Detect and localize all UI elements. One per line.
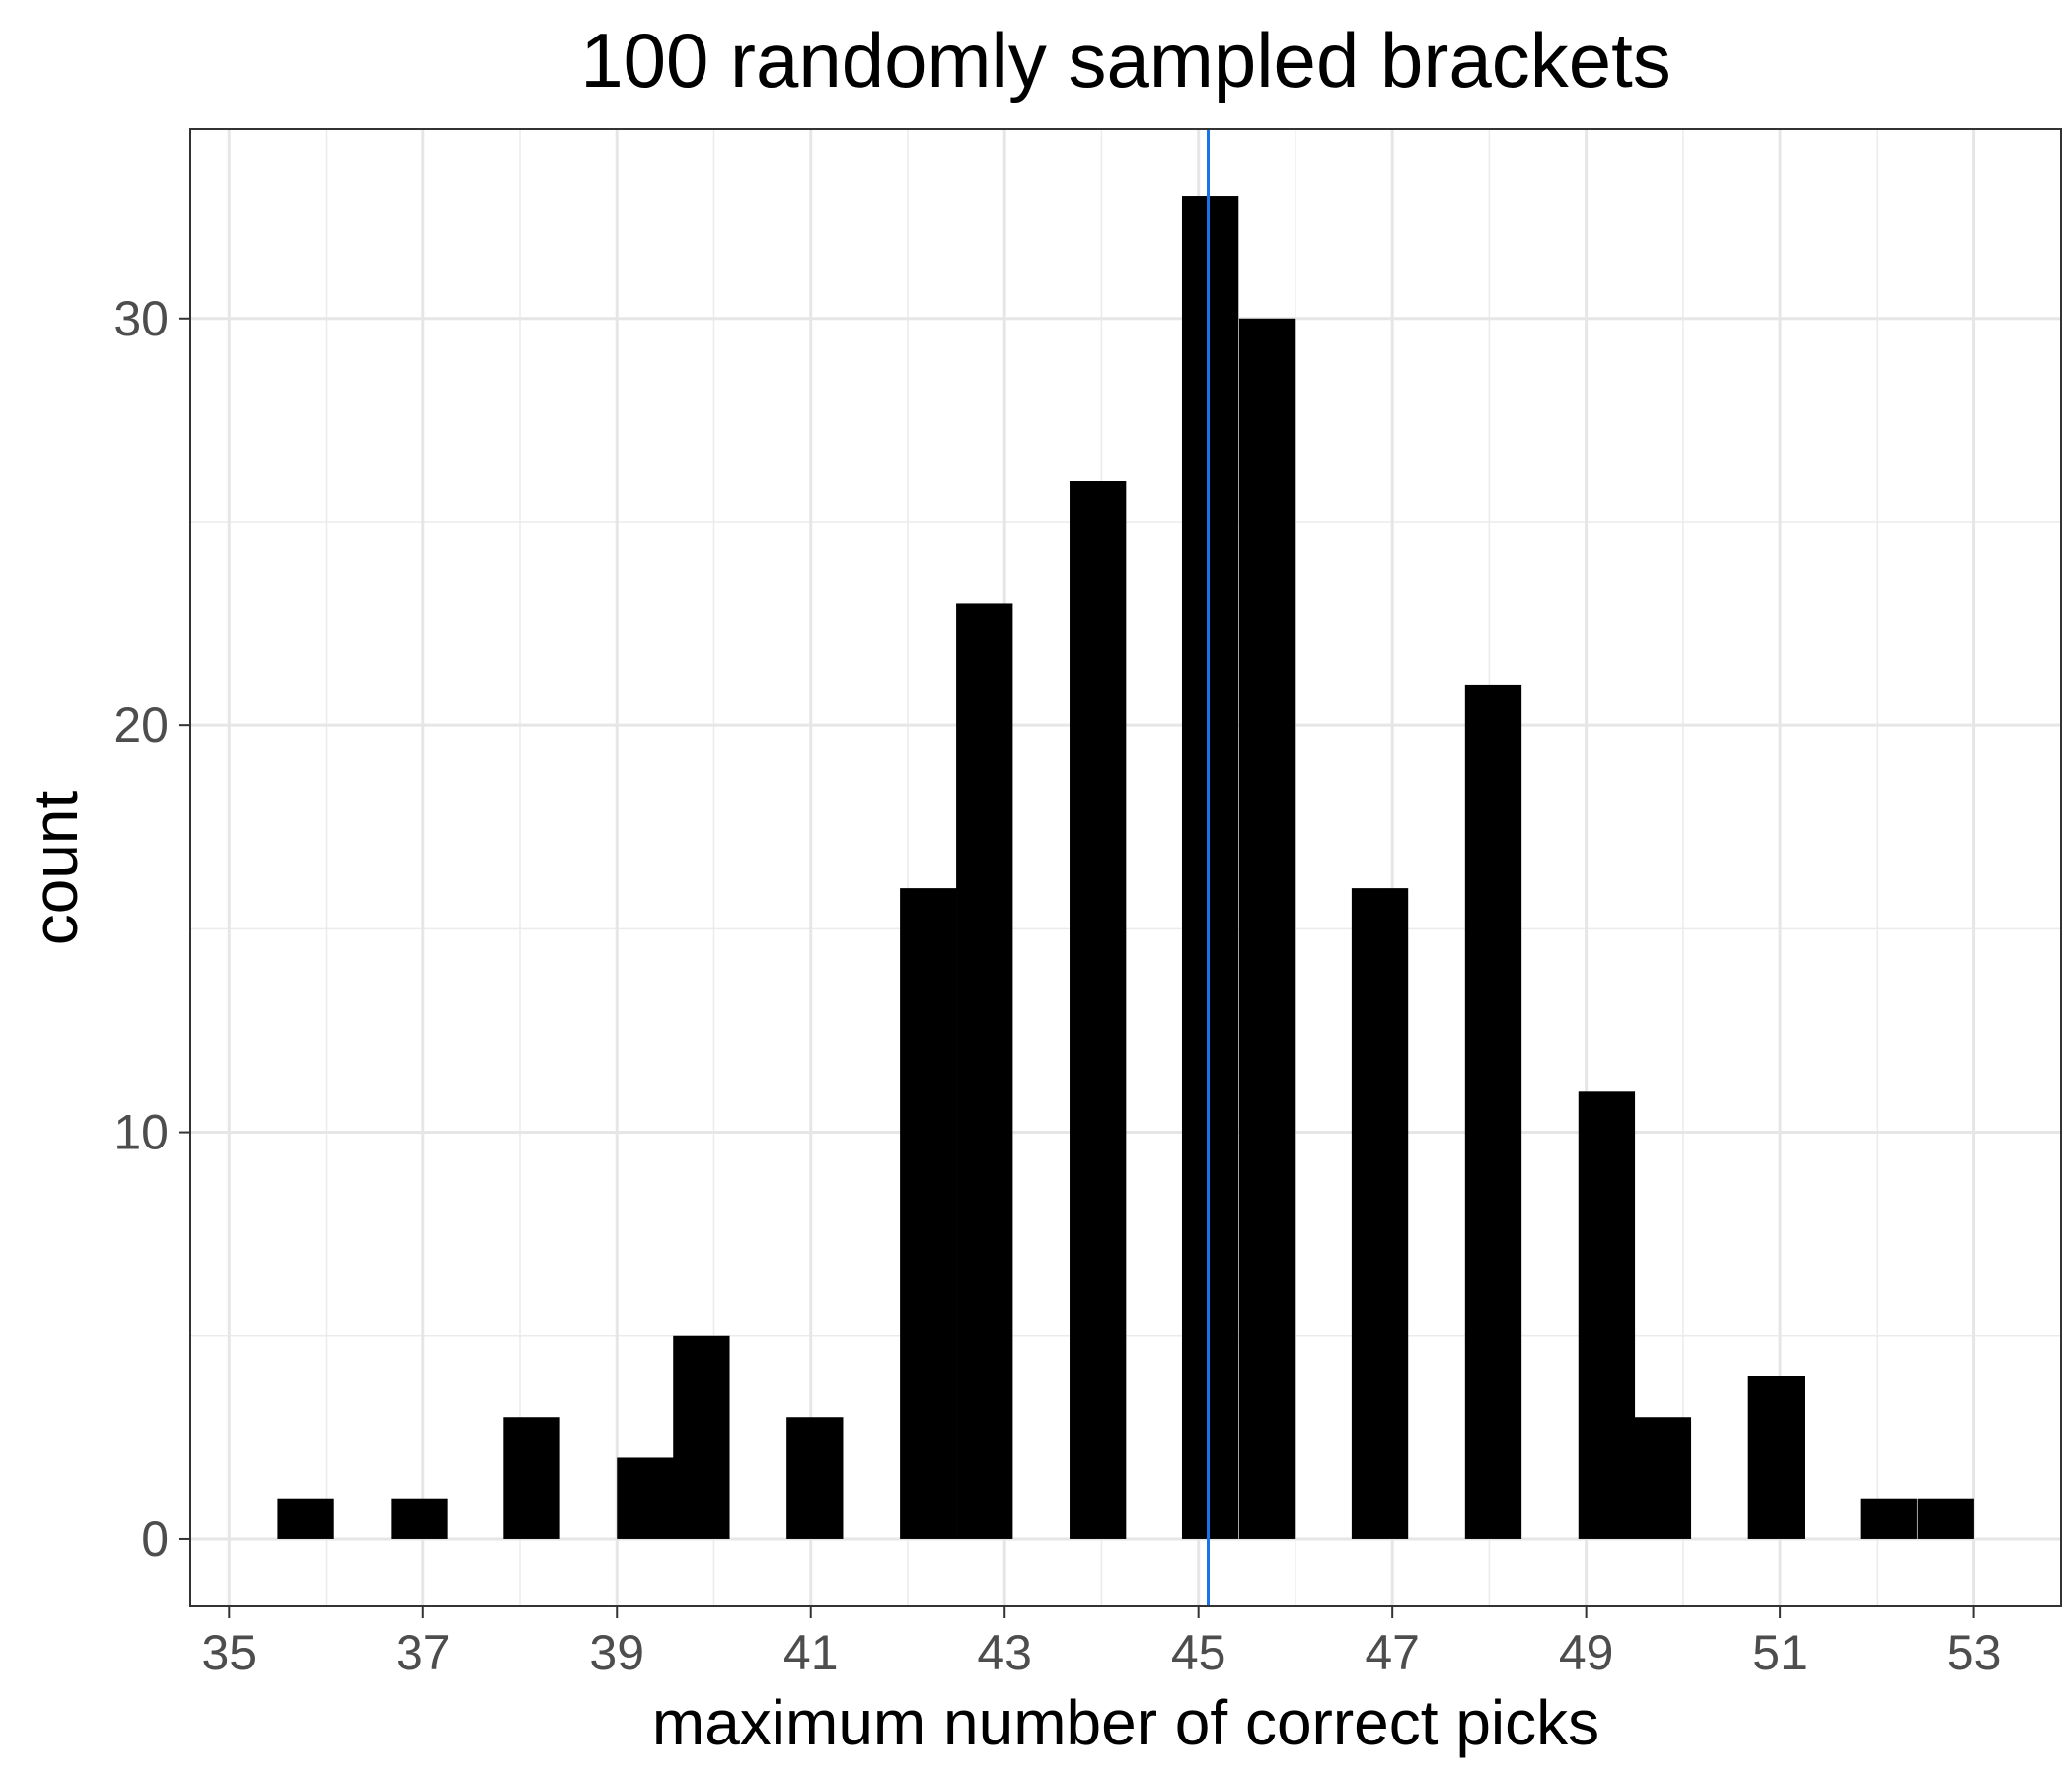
- x-tick-label: 35: [201, 1625, 257, 1680]
- histogram-bar: [1578, 1091, 1636, 1539]
- x-axis: 35 37 39 41 43 45 47 49 51 53: [201, 1606, 2001, 1680]
- histogram-bars: [277, 196, 1974, 1539]
- chart-title: 100 randomly sampled brackets: [580, 17, 1671, 104]
- histogram-bar: [617, 1457, 674, 1539]
- histogram-bar: [956, 603, 1013, 1539]
- x-tick-label: 53: [1947, 1625, 2002, 1680]
- histogram-bar: [1351, 888, 1409, 1539]
- x-tick-label: 43: [977, 1625, 1032, 1680]
- y-tick-label: 20: [113, 698, 169, 753]
- y-tick-label: 30: [113, 291, 169, 346]
- x-tick-label: 39: [589, 1625, 644, 1680]
- x-tick-label: 47: [1365, 1625, 1420, 1680]
- plot-panel-border: [189, 128, 2062, 1607]
- y-axis: 0 10 20 30: [113, 291, 190, 1567]
- x-tick-label: 37: [396, 1625, 451, 1680]
- histogram-bar: [786, 1417, 844, 1539]
- histogram-bar: [1634, 1417, 1692, 1539]
- y-axis-title: count: [20, 791, 91, 946]
- histogram-bar: [1860, 1498, 1917, 1539]
- histogram-bar: [1181, 196, 1239, 1539]
- histogram-bar: [900, 888, 957, 1539]
- x-tick-label: 51: [1752, 1625, 1808, 1680]
- histogram-bar: [1747, 1375, 1805, 1539]
- histogram-bar: [391, 1498, 448, 1539]
- x-axis-title: maximum number of correct picks: [652, 1687, 1599, 1758]
- histogram-bar: [1464, 684, 1522, 1539]
- histogram-bar: [1917, 1498, 1974, 1539]
- histogram-bar: [503, 1417, 560, 1539]
- x-tick-label: 49: [1559, 1625, 1614, 1680]
- y-tick-label: 0: [141, 1512, 169, 1567]
- histogram-bar: [673, 1335, 730, 1539]
- y-tick-label: 10: [113, 1105, 169, 1160]
- histogram-bar: [277, 1498, 334, 1539]
- histogram-bar: [1070, 481, 1127, 1539]
- x-tick-label: 41: [783, 1625, 839, 1680]
- histogram-bar: [1238, 318, 1296, 1539]
- x-tick-label: 45: [1171, 1625, 1226, 1680]
